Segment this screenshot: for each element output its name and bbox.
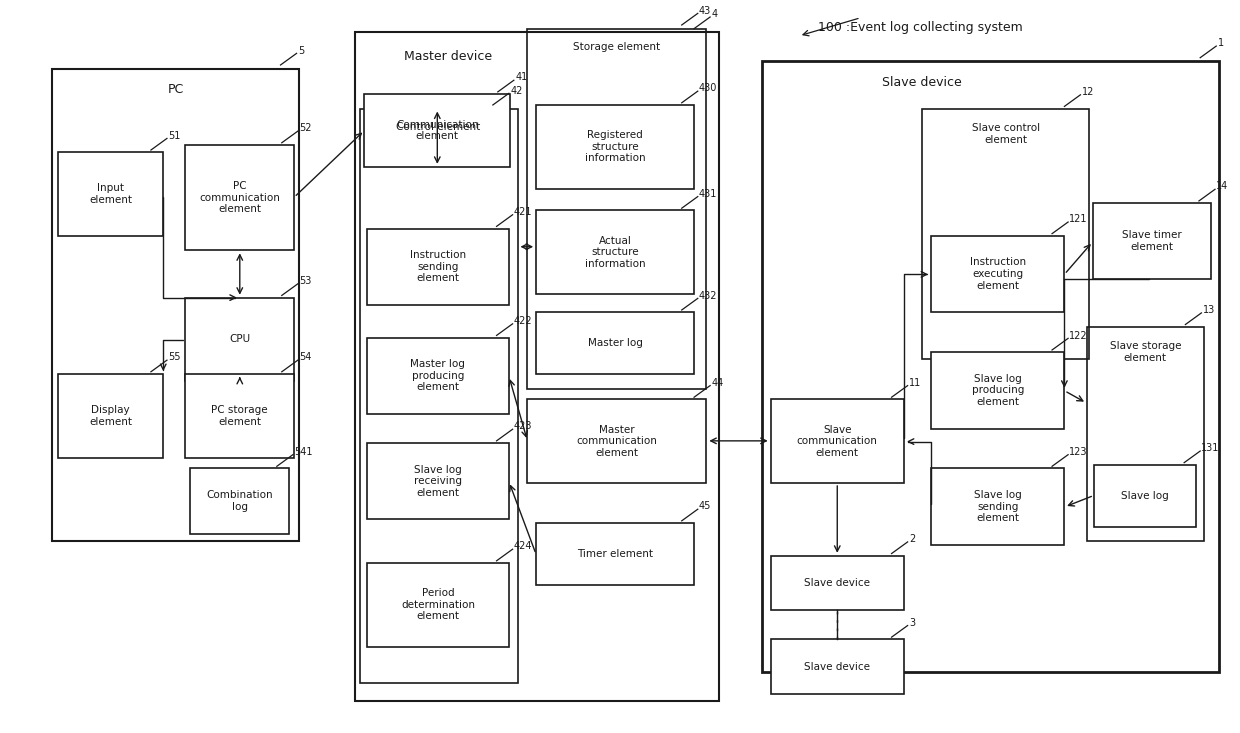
Text: Master log
producing
element: Master log producing element	[410, 359, 465, 392]
Text: Slave
communication
element: Slave communication element	[797, 424, 878, 458]
Bar	[367, 229, 508, 305]
Text: 424: 424	[513, 542, 532, 551]
Text: 43: 43	[699, 6, 712, 15]
Bar	[367, 443, 508, 520]
Text: Instruction
sending
element: Instruction sending element	[410, 250, 466, 284]
Text: 123: 123	[1069, 447, 1087, 457]
Text: 55: 55	[169, 353, 181, 362]
Text: 431: 431	[699, 189, 718, 199]
Bar	[536, 312, 694, 374]
Text: Slave device: Slave device	[805, 662, 870, 671]
Bar	[536, 523, 694, 585]
Text: Slave storage
element: Slave storage element	[1110, 342, 1180, 363]
Bar	[191, 468, 289, 534]
Bar	[770, 399, 904, 483]
Text: 421: 421	[513, 207, 532, 217]
Text: 541: 541	[294, 447, 312, 457]
Bar	[1086, 327, 1204, 541]
Text: Control element: Control element	[397, 122, 481, 132]
Text: Input
element: Input element	[89, 183, 133, 205]
Text: 423: 423	[513, 421, 532, 432]
Text: 122: 122	[1069, 331, 1087, 341]
Text: 131: 131	[1202, 443, 1220, 453]
Bar	[186, 145, 294, 251]
Bar	[355, 32, 719, 701]
Bar	[536, 105, 694, 188]
Text: Master log: Master log	[588, 338, 642, 348]
Text: 11: 11	[909, 377, 921, 388]
Bar	[931, 236, 1064, 312]
Bar	[931, 468, 1064, 545]
Text: 3: 3	[909, 618, 915, 627]
Text: Master device: Master device	[404, 51, 492, 64]
Text: Slave log
receiving
element: Slave log receiving element	[414, 465, 463, 498]
Text: CPU: CPU	[229, 334, 250, 345]
Text: 54: 54	[299, 353, 311, 362]
Text: Registered
structure
information: Registered structure information	[585, 130, 645, 163]
Bar	[186, 298, 294, 381]
Bar	[536, 210, 694, 294]
Text: 53: 53	[299, 276, 311, 286]
Text: Instruction
executing
element: Instruction executing element	[970, 257, 1025, 290]
Bar	[360, 108, 517, 683]
Text: 5: 5	[298, 45, 304, 56]
Text: Combination
log: Combination log	[207, 490, 273, 512]
Text: 44: 44	[712, 377, 724, 388]
Text: Slave log
sending
element: Slave log sending element	[973, 490, 1022, 523]
Text: 100 :Event log collecting system: 100 :Event log collecting system	[817, 21, 1022, 34]
Bar	[58, 152, 164, 236]
Text: PC: PC	[167, 83, 184, 96]
Text: Slave device: Slave device	[805, 578, 870, 588]
Text: 422: 422	[513, 316, 532, 326]
Text: 121: 121	[1069, 214, 1087, 224]
Text: 45: 45	[699, 501, 712, 512]
Text: 1: 1	[1218, 38, 1224, 48]
Text: 13: 13	[1203, 305, 1215, 315]
Text: 51: 51	[169, 130, 181, 141]
Text: Slave log: Slave log	[1121, 491, 1169, 501]
Text: Communication
element: Communication element	[396, 119, 479, 141]
Bar	[770, 639, 904, 694]
Text: Slave log
producing
element: Slave log producing element	[972, 374, 1024, 407]
Text: PC storage
element: PC storage element	[212, 405, 268, 427]
Text: Slave control
element: Slave control element	[972, 123, 1040, 144]
Text: 12: 12	[1081, 87, 1094, 97]
Text: 41: 41	[515, 73, 527, 82]
Text: 14: 14	[1216, 182, 1229, 191]
Text: Master
communication
element: Master communication element	[577, 424, 657, 458]
Text: 2: 2	[909, 534, 915, 544]
Bar	[367, 338, 508, 414]
Text: Slave timer
element: Slave timer element	[1122, 230, 1182, 252]
Text: Period
determination
element: Period determination element	[401, 588, 475, 622]
Text: 432: 432	[699, 290, 718, 301]
Bar	[1094, 465, 1197, 526]
Text: Storage element: Storage element	[573, 42, 661, 52]
Text: 4: 4	[712, 10, 718, 19]
Text: PC
communication
element: PC communication element	[200, 181, 280, 214]
Bar	[770, 556, 904, 611]
Text: Slave device: Slave device	[882, 76, 962, 89]
Bar	[527, 399, 707, 483]
Text: 430: 430	[699, 84, 718, 93]
Bar	[365, 94, 510, 167]
Bar	[52, 69, 299, 541]
Text: 42: 42	[510, 86, 522, 95]
Bar	[761, 62, 1219, 672]
Text: Timer element: Timer element	[577, 549, 653, 559]
Text: Actual
structure
information: Actual structure information	[585, 235, 645, 269]
Bar	[186, 374, 294, 457]
Bar	[923, 108, 1089, 359]
Bar	[931, 352, 1064, 429]
Bar	[1092, 203, 1211, 279]
Bar	[527, 29, 707, 388]
Text: Display
element: Display element	[89, 405, 133, 427]
Bar	[367, 563, 508, 647]
Text: 52: 52	[299, 123, 311, 133]
Bar	[58, 374, 164, 457]
